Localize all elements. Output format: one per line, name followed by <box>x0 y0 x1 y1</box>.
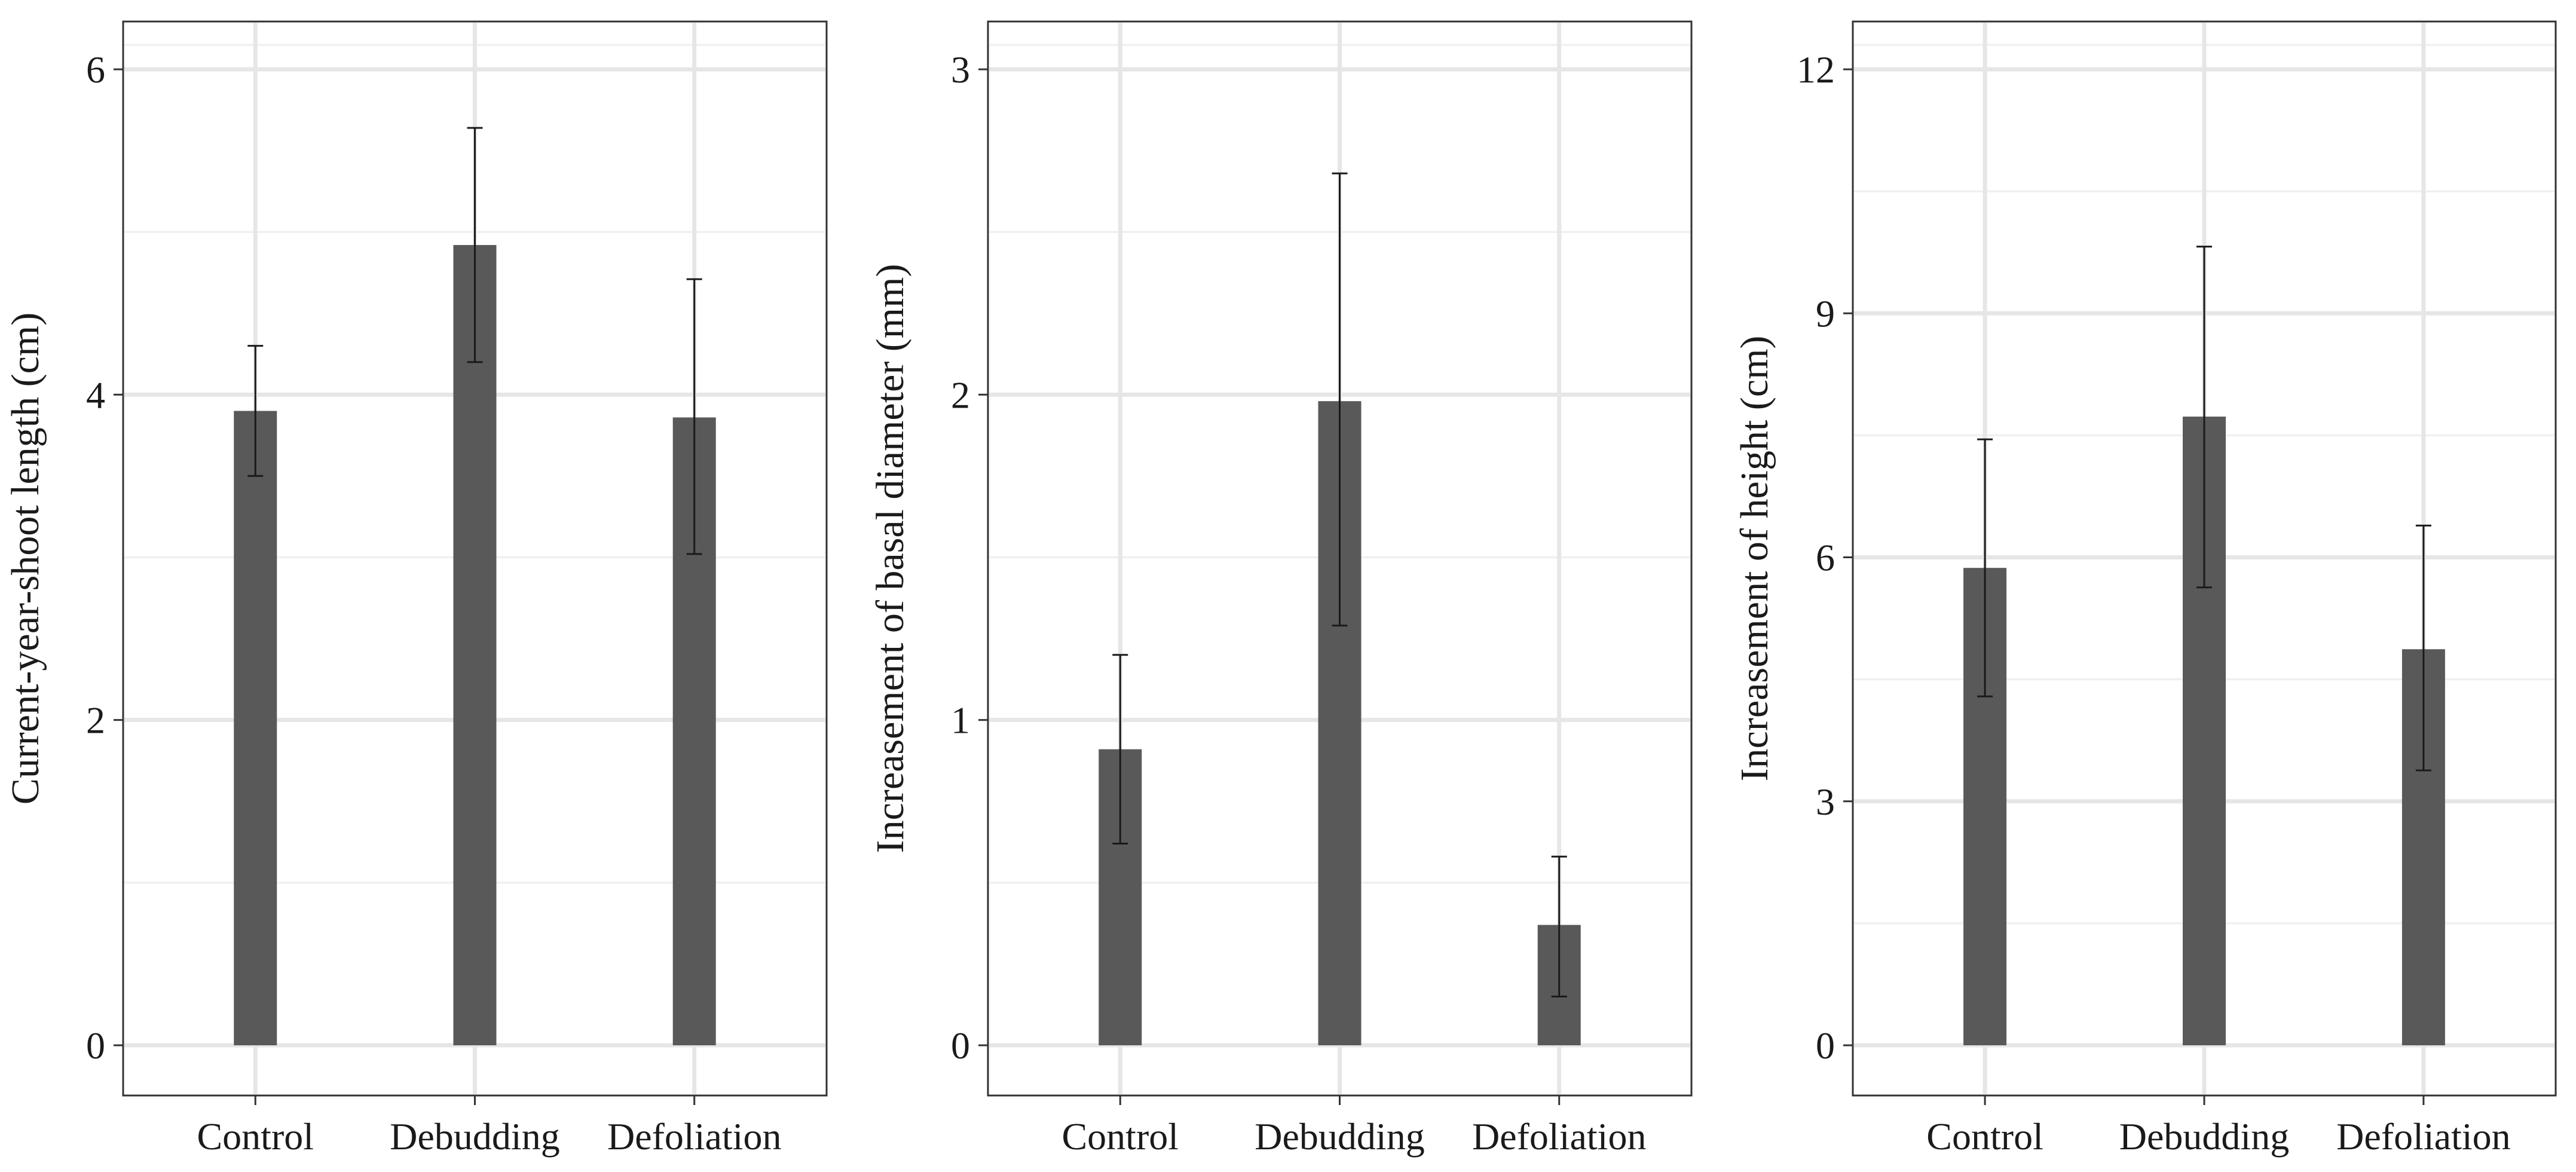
x-tick-label-debudding: Debudding <box>390 1115 559 1158</box>
panel-1: 0 2 4 6 Control Debudding Defoliation Current-y… <box>4 20 828 1158</box>
y-tick-label: 0 <box>86 1024 105 1067</box>
x-tick-label-control: Control <box>1926 1115 2043 1158</box>
x-tick-label-debudding: Debudding <box>1255 1115 1424 1158</box>
y-tick-label: 9 <box>1816 292 1835 335</box>
y-tick-label: 12 <box>1797 48 1835 91</box>
y-tick-label: 6 <box>1816 537 1835 579</box>
y-tick-label: 0 <box>1816 1024 1835 1067</box>
y-axis-title: Current-year-shoot length (cm) <box>4 313 47 804</box>
y-tick-label: 1 <box>951 699 970 742</box>
x-tick-label-defoliation: Defoliation <box>1472 1115 1646 1158</box>
y-tick-label: 2 <box>86 699 105 742</box>
error-bar-control <box>1977 438 1993 697</box>
error-bar-defoliation <box>2415 524 2431 772</box>
error-bar-debudding <box>2196 246 2212 589</box>
error-bar-debudding <box>1332 172 1348 627</box>
y-tick-label: 3 <box>1816 781 1835 823</box>
x-tick-label-defoliation: Defoliation <box>607 1115 781 1158</box>
y-tick-label: 2 <box>951 374 970 416</box>
panel-2: 0 1 2 3 Control Debudding Defoliation Increasem… <box>868 20 1693 1158</box>
x-tick-label-control: Control <box>197 1115 314 1158</box>
y-tick-label: 0 <box>951 1024 970 1067</box>
error-bar-control <box>247 345 264 477</box>
error-bar-defoliation <box>1551 855 1567 997</box>
y-axis-title: Increasement of height (cm) <box>1733 336 1776 782</box>
x-tick-label-debudding: Debudding <box>2119 1115 2289 1158</box>
panel-3: 0 3 6 9 12 Control Debudding Defoliation Increas… <box>1733 20 2557 1158</box>
x-tick-label-defoliation: Defoliation <box>2336 1115 2510 1158</box>
bar-debudding <box>453 244 497 1046</box>
error-bar-control <box>1112 654 1128 845</box>
y-tick-label: 4 <box>86 374 105 416</box>
bar-control <box>234 411 277 1045</box>
error-bar-debudding <box>467 127 483 363</box>
y-axis-title: Increasement of basal diameter (mm) <box>868 264 912 853</box>
y-tick-label: 3 <box>951 48 970 91</box>
error-bar-defoliation <box>686 278 702 555</box>
y-tick-label: 6 <box>86 48 105 91</box>
x-tick-label-control: Control <box>1061 1115 1179 1158</box>
